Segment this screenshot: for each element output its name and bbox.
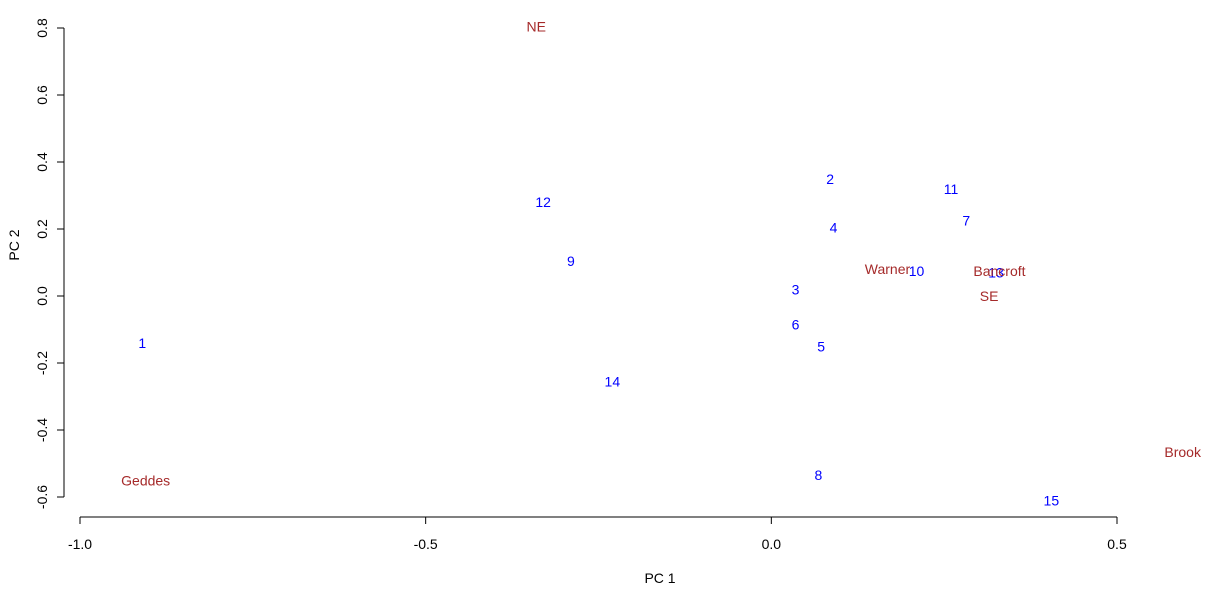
observation-label-2: 2	[826, 171, 834, 187]
variable-label-ne: NE	[527, 18, 546, 34]
observation-label-15: 15	[1044, 492, 1060, 508]
observation-label-10: 10	[909, 263, 925, 279]
variable-label-brook: Brook	[1164, 444, 1202, 460]
x-tick-label: -1.0	[68, 536, 92, 552]
y-tick-label: -0.4	[34, 418, 50, 442]
observation-label-5: 5	[817, 338, 825, 354]
observation-label-9: 9	[567, 253, 575, 269]
x-tick-label: 0.0	[762, 536, 782, 552]
observation-label-4: 4	[830, 219, 838, 235]
y-tick-label: 0.8	[34, 18, 50, 38]
variable-label-warner: Warner	[865, 261, 911, 277]
observation-label-6: 6	[792, 316, 800, 332]
y-tick-label: 0.6	[34, 85, 50, 105]
observation-label-7: 7	[962, 213, 970, 229]
y-tick-label: 0.0	[34, 286, 50, 306]
variable-label-geddes: Geddes	[121, 472, 170, 488]
observation-label-14: 14	[605, 373, 621, 389]
x-tick-label: 0.5	[1107, 536, 1127, 552]
x-axis-title: PC 1	[644, 570, 675, 586]
y-tick-label: 0.2	[34, 219, 50, 239]
y-tick-label: 0.4	[34, 152, 50, 172]
observation-label-11: 11	[944, 181, 959, 197]
y-axis-title: PC 2	[6, 229, 22, 260]
x-tick-label: -0.5	[414, 536, 438, 552]
y-tick-label: -0.2	[34, 351, 50, 375]
axes: -1.0 -0.5 0.0 0.5 -0.6 -0.4 -0.2 0.0 0.2 0.4 0.6 0.…	[34, 18, 1127, 552]
observation-label-8: 8	[814, 467, 822, 483]
observation-label-12: 12	[535, 194, 551, 210]
observation-label-3: 3	[792, 281, 800, 297]
observation-label-13: 13	[988, 265, 1004, 281]
variable-label-se: SE	[980, 288, 999, 304]
y-tick-label: -0.6	[34, 485, 50, 509]
variable-label-bancroft: Bancroft	[973, 263, 1025, 279]
observation-label-1: 1	[138, 335, 146, 351]
